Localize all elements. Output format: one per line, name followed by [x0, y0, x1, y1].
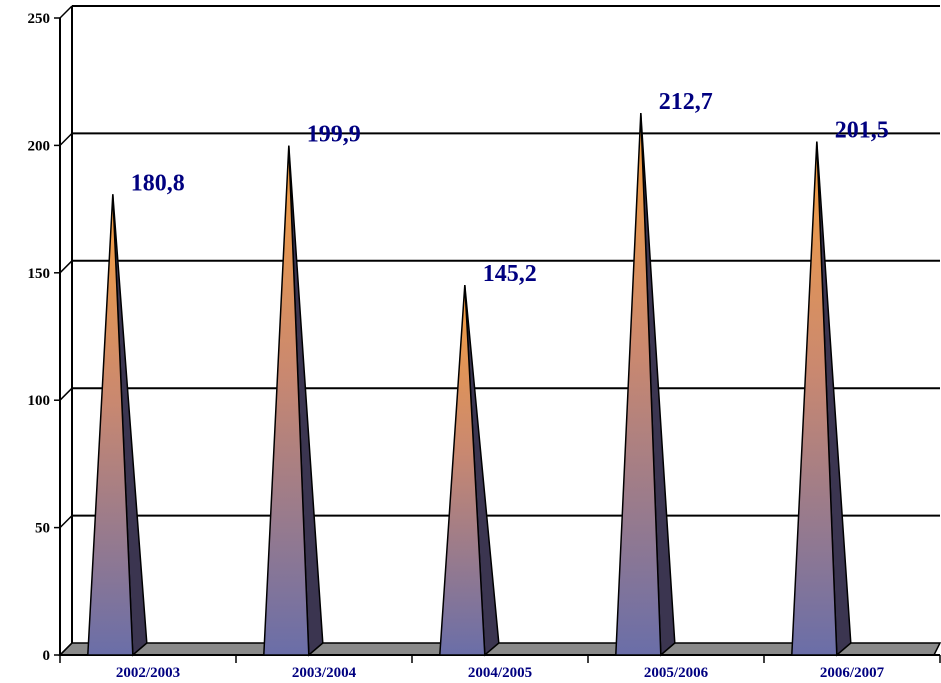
y-tick-label: 250: [28, 11, 51, 27]
gridline-depth: [59, 642, 73, 656]
data-label: 199,9: [307, 122, 361, 148]
bar-2006/2007: [791, 141, 852, 657]
bar-front-face: [87, 194, 134, 656]
bar-2005/2006: [615, 112, 676, 657]
bar-2004/2005: [438, 284, 500, 657]
data-label: 212,7: [659, 89, 713, 115]
bar-front-face: [438, 284, 486, 656]
bar-front-face: [263, 145, 310, 656]
y-tick-label: 0: [43, 648, 51, 664]
x-category-label: 2004/2005: [468, 665, 532, 681]
labels: 0 50 100 150 200 250 180,8 2002/2003 199,9 2003/2…: [28, 11, 889, 681]
gridlines: [59, 5, 940, 656]
y-tick-label: 50: [35, 521, 50, 537]
data-label: 201,5: [835, 118, 889, 144]
gridline-depth: [59, 5, 73, 19]
y-tick-label: 100: [28, 393, 51, 409]
x-category-label: 2002/2003: [116, 665, 180, 681]
y-tick-label: 200: [28, 138, 51, 154]
bar-front-face: [791, 141, 838, 656]
x-category-label: 2005/2006: [644, 665, 709, 681]
gridline-depth: [59, 387, 73, 401]
bars: [87, 112, 852, 657]
x-category-label: 2003/2004: [292, 665, 357, 681]
bar-front-face: [615, 113, 662, 656]
y-tick-label: 150: [28, 266, 51, 282]
gridline-depth: [59, 515, 73, 529]
bar-2003/2004: [263, 145, 324, 657]
gridline-depth: [59, 132, 73, 146]
data-label: 180,8: [131, 170, 185, 196]
data-label: 145,2: [483, 261, 537, 287]
bar-2002/2003: [87, 194, 148, 657]
x-category-label: 2006/2007: [820, 665, 885, 681]
gridline-depth: [59, 260, 73, 274]
